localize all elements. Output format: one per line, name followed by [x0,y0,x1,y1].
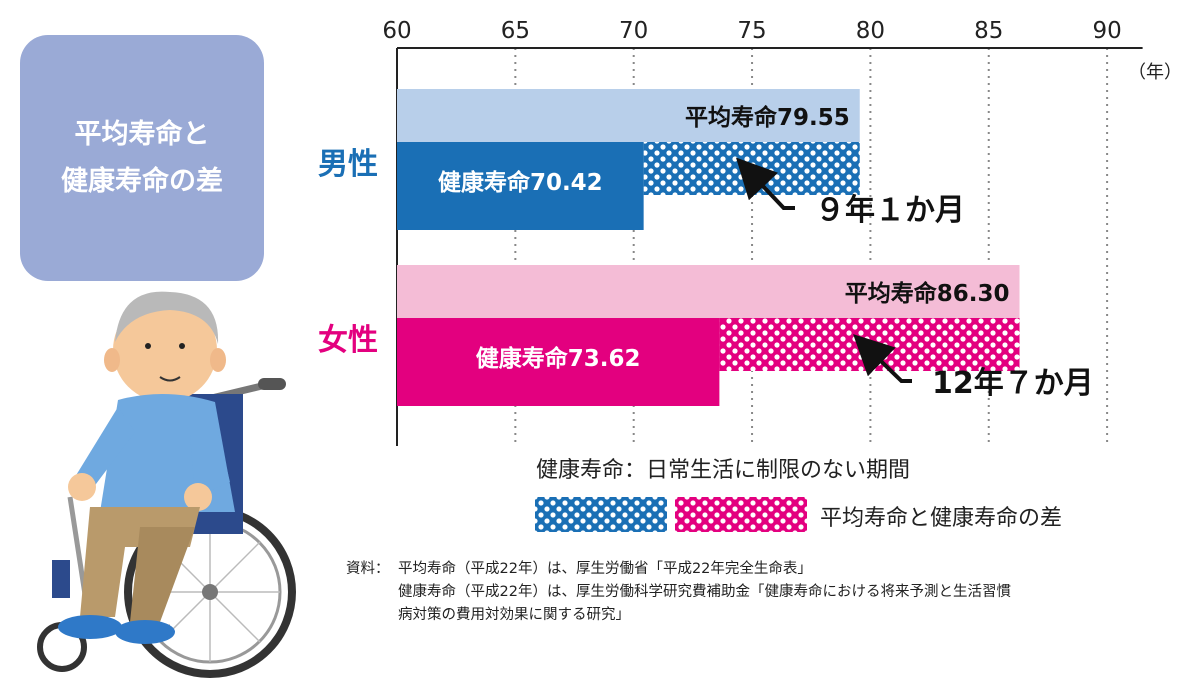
title-box: 平均寿命と 健康寿命の差 [20,35,264,281]
x-tick-label-70: 70 [619,18,648,44]
female-health-bar [397,318,720,406]
life-expectancy-chart: 60 65 70 75 80 85 90 （年） 平均寿命79.55 健康寿命70.42 男性 ９年１… [318,18,1182,446]
male-health-bar [397,142,644,230]
x-tick-label-60: 60 [382,18,411,44]
male-difference-label: ９年１か月 [815,193,965,228]
x-tick-label-85: 85 [974,18,1003,44]
male-life-label: 平均寿命79.55 [685,104,850,131]
x-tick-label-65: 65 [501,18,530,44]
female-health-label: 健康寿命73.62 [476,345,641,372]
female-life-bar [397,265,1020,318]
legend-swatch-male-difference [535,497,667,532]
x-tick-label-80: 80 [856,18,885,44]
chart-root: 60 65 70 75 80 85 90 （年） 平均寿命79.55 健康寿命70.42 男性 ９年１… [318,18,1182,446]
legend-difference-label: 平均寿命と健康寿命の差 [820,506,1063,531]
female-difference-arrow [853,334,912,383]
x-tick-label-90: 90 [1092,18,1121,44]
source-label: 資料： [346,561,390,577]
legend-definition: 健康寿命：日常生活に制限のない期間 [536,458,911,483]
x-tick-label-75: 75 [737,18,766,44]
female-difference-label: 12年７か月 [932,366,1094,401]
category-label-male: 男性 [318,147,378,182]
category-label-female: 女性 [318,323,378,358]
source-line-1: 平均寿命（平成22年）は、厚生労働省「平成22年完全生命表」 [398,561,812,577]
male-health-label: 健康寿命70.42 [438,169,603,196]
title-line-2: 健康寿命の差 [61,166,223,197]
legend-swatch-female-difference [675,497,807,532]
male-difference-arrow [735,157,795,210]
male-difference-bar [643,142,860,195]
wheelchair-person-illustration [37,291,296,678]
female-life-label: 平均寿命86.30 [845,280,1010,307]
female-difference-bar [719,318,1020,371]
source-line-2: 健康寿命（平成22年）は、厚生労働科学研究費補助金「健康寿命における将来予測と生… [398,584,1011,600]
title-line-1: 平均寿命と [74,118,210,150]
source-line-3: 病対策の費用対効果に関する研究」 [398,607,630,623]
male-life-bar [397,89,860,142]
x-unit-label: （年） [1128,62,1182,83]
